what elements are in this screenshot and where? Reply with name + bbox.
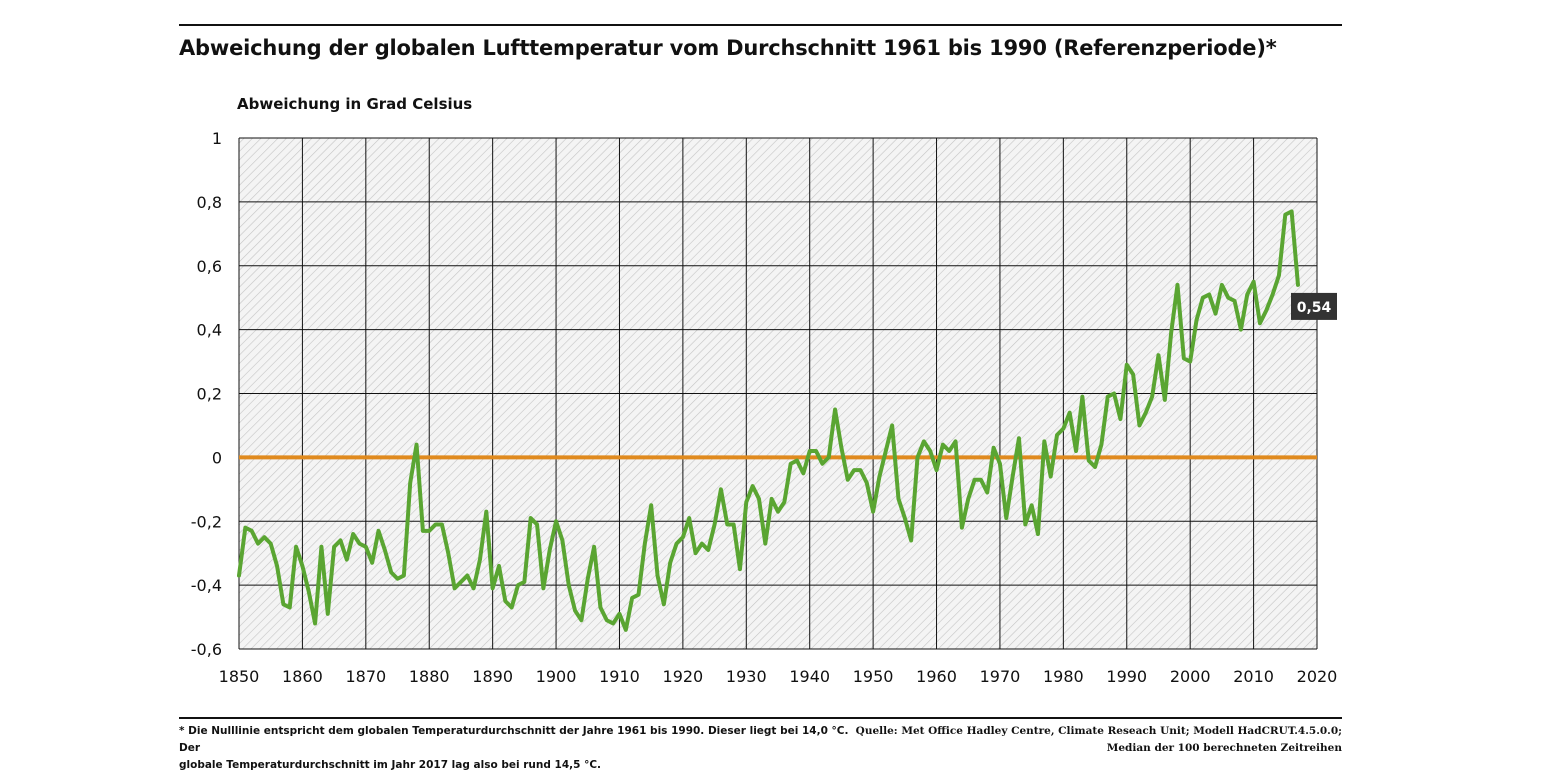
- footnote: * Die Nulllinie entspricht dem globalen …: [179, 723, 859, 774]
- y-tick-label: 0,6: [197, 257, 222, 276]
- x-tick-label: 2010: [1233, 667, 1274, 686]
- footnote-line-2: globale Temperaturdurchschnitt im Jahr 2…: [179, 759, 602, 771]
- x-tick-label: 1970: [980, 667, 1021, 686]
- x-tick-label: 1880: [409, 667, 450, 686]
- source-line-2: Median der 100 berechneten Zeitreihen: [1106, 742, 1342, 754]
- x-tick-label: 1910: [599, 667, 640, 686]
- y-tick-label: -0,4: [191, 576, 222, 595]
- x-tick-label: 2000: [1170, 667, 1211, 686]
- source-note: Quelle: Met Office Hadley Centre, Climat…: [856, 723, 1342, 757]
- y-tick-label: 0,2: [197, 385, 222, 404]
- y-tick-label: 0,8: [197, 193, 222, 212]
- x-tick-label: 1890: [472, 667, 513, 686]
- axis-ticks: 1850 1860 1870 1880 1890 1900 1910 1920 1930 1940…: [191, 129, 1338, 686]
- x-tick-label: 1860: [282, 667, 323, 686]
- y-axis-title: Abweichung in Grad Celsius: [237, 95, 473, 113]
- last-value-group: 0,54: [1291, 292, 1337, 320]
- chart-title: Abweichung der globalen Lufttemperatur v…: [179, 36, 1277, 60]
- x-tick-label: 1850: [219, 667, 260, 686]
- x-tick-label: 1870: [345, 667, 386, 686]
- grid-lines: [238, 137, 1318, 650]
- source-line-1: Quelle: Met Office Hadley Centre, Climat…: [855, 725, 1342, 737]
- temperature-chart: 1850 1860 1870 1880 1890 1900 1910 1920 1930 1940…: [191, 129, 1338, 686]
- x-tick-label: 1980: [1043, 667, 1084, 686]
- x-tick-label: 2020: [1297, 667, 1338, 686]
- x-tick-label: 1940: [789, 667, 830, 686]
- x-tick-label: 1900: [536, 667, 577, 686]
- series-line-temperature: [237, 209, 1300, 632]
- x-tick-label: 1990: [1106, 667, 1147, 686]
- series-group: [237, 209, 1300, 632]
- y-tick-label: 0: [212, 448, 222, 467]
- footnote-line-1: * Die Nulllinie entspricht dem globalen …: [179, 725, 849, 754]
- y-tick-label: -0,2: [191, 512, 222, 531]
- y-tick-label: 1: [212, 129, 222, 148]
- top-rule: [179, 24, 1342, 26]
- x-tick-label: 1930: [726, 667, 767, 686]
- y-tick-label: -0,6: [191, 640, 222, 659]
- last-value-badge: [1291, 292, 1337, 320]
- x-tick-label: 1960: [916, 667, 957, 686]
- bottom-rule: [179, 717, 1342, 719]
- x-tick-label: 1950: [853, 667, 894, 686]
- x-tick-label: 1920: [663, 667, 704, 686]
- last-value-label: 0,54: [1297, 300, 1332, 316]
- y-tick-label: 0,4: [197, 321, 222, 340]
